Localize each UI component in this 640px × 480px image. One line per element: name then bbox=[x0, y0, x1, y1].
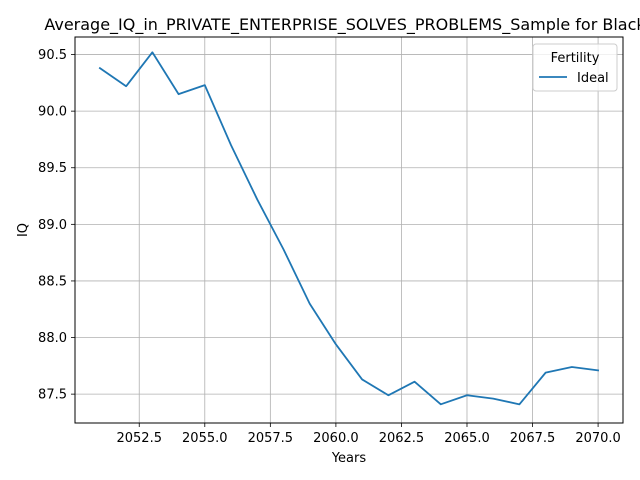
legend-title: Fertility bbox=[551, 51, 600, 66]
x-axis: 2052.5 2055.0 2057.5 2060.0 2062.5 2065.0 2067… bbox=[116, 423, 621, 446]
x-tick-label: 2062.5 bbox=[379, 431, 425, 446]
x-tick-label: 2055.0 bbox=[182, 431, 228, 446]
series-layer bbox=[98, 51, 600, 406]
y-tick-label: 89.0 bbox=[38, 218, 67, 233]
y-tick-label: 90.5 bbox=[38, 48, 67, 63]
x-tick-label: 2052.5 bbox=[116, 431, 162, 446]
grid bbox=[75, 37, 623, 423]
chart-title: Average_IQ_in_PRIVATE_ENTERPRISE_SOLVES_… bbox=[44, 15, 640, 35]
y-tick-label: 87.5 bbox=[38, 388, 67, 403]
x-tick-label: 2057.5 bbox=[248, 431, 294, 446]
y-tick-label: 88.0 bbox=[38, 331, 67, 346]
x-tick-label: 2067.5 bbox=[510, 431, 556, 446]
x-axis-label: Years bbox=[331, 451, 367, 466]
y-axis: 87.5 88.0 88.5 89.0 89.5 90.0 90.5 bbox=[38, 48, 75, 403]
legend-label-ideal: Ideal bbox=[577, 71, 609, 86]
y-tick-label: 90.0 bbox=[38, 105, 67, 120]
series-line-ideal bbox=[98, 51, 600, 406]
legend-box bbox=[532, 43, 618, 92]
x-tick-label: 2065.0 bbox=[444, 431, 490, 446]
x-tick-label: 2070.0 bbox=[575, 431, 621, 446]
y-tick-label: 89.5 bbox=[38, 161, 67, 176]
y-axis-label: IQ bbox=[16, 223, 31, 237]
y-tick-label: 88.5 bbox=[38, 274, 67, 289]
plot-frame bbox=[74, 36, 624, 424]
legend: Fertility Ideal bbox=[532, 43, 618, 92]
x-tick-label: 2060.0 bbox=[313, 431, 359, 446]
